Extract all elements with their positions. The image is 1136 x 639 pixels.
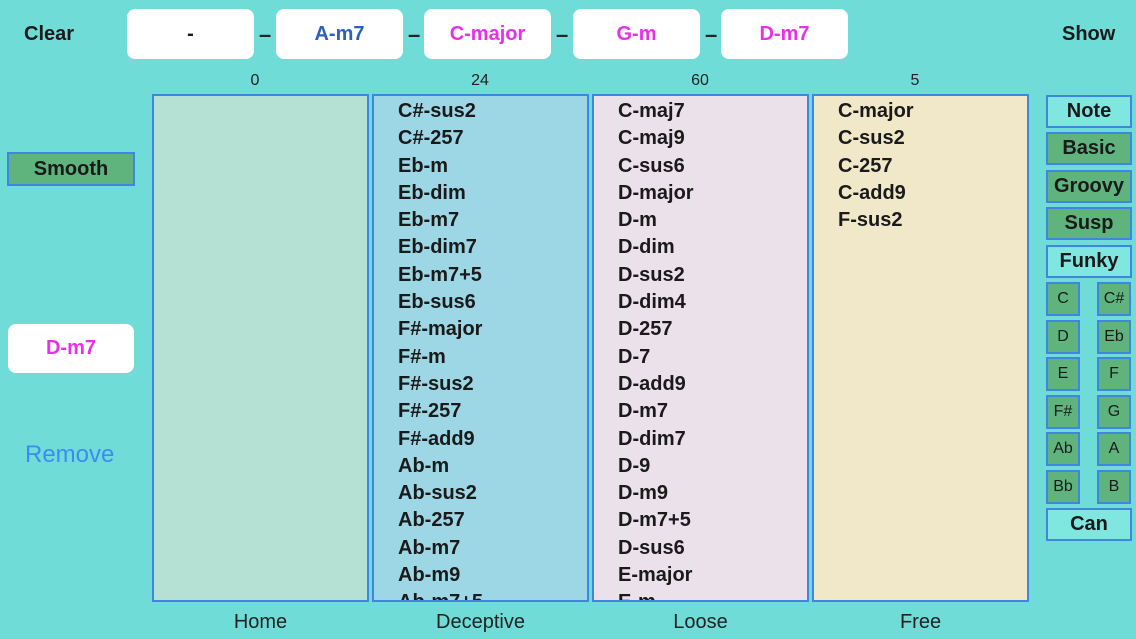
chord-list-item[interactable]: F#-sus2 xyxy=(398,372,474,395)
key-button-e[interactable]: E xyxy=(1046,357,1080,391)
free-column-label: Free xyxy=(899,611,942,633)
home-chord-list[interactable] xyxy=(152,94,369,602)
home-count: 0 xyxy=(250,72,260,89)
key-button-b[interactable]: B xyxy=(1097,470,1131,504)
chord-list-item[interactable]: C-maj9 xyxy=(618,127,685,150)
chord-list-item[interactable]: E-major xyxy=(618,564,693,587)
chord-list-item[interactable]: C-sus2 xyxy=(838,127,905,150)
chord-list-item[interactable]: D-m xyxy=(618,209,657,232)
progression-slot-4[interactable]: G-m xyxy=(573,9,700,59)
free-count: 5 xyxy=(910,72,920,89)
chord-list-item[interactable]: F#-major xyxy=(398,318,483,341)
free-chord-list[interactable]: C-major C-sus2 C-257 C-add9 F-sus2 xyxy=(812,94,1029,602)
key-button-a-flat[interactable]: Ab xyxy=(1046,432,1080,466)
progression-slot-1[interactable]: - xyxy=(127,9,254,59)
progression-separator: – xyxy=(408,22,421,47)
key-button-b-flat[interactable]: Bb xyxy=(1046,470,1080,504)
chord-list-item[interactable]: Eb-dim7 xyxy=(398,236,477,259)
chord-list-item[interactable]: C-sus6 xyxy=(618,154,685,177)
chord-list-item[interactable]: F-sus2 xyxy=(838,209,903,232)
deceptive-column-label: Deceptive xyxy=(436,611,525,633)
chord-list-item[interactable]: Eb-dim xyxy=(398,181,466,204)
chord-list-item[interactable]: D-m9 xyxy=(618,482,669,505)
chord-list-item[interactable]: D-m7+5 xyxy=(618,509,691,532)
basic-mode-button[interactable]: Basic xyxy=(1046,132,1132,165)
chord-list-item[interactable]: D-sus2 xyxy=(618,263,685,286)
loose-chord-list[interactable]: C-maj7 C-maj9 C-sus6 D-major D-m D-dim D-sus2 D… xyxy=(592,94,809,602)
clear-button[interactable]: Clear xyxy=(24,23,75,45)
chord-list-item[interactable]: Ab-m7 xyxy=(398,536,461,559)
chord-list-item[interactable]: D-9 xyxy=(618,454,651,477)
chord-list-item[interactable]: Eb-m xyxy=(398,154,448,177)
key-button-f-sharp[interactable]: F# xyxy=(1046,395,1080,429)
funky-mode-button[interactable]: Funky xyxy=(1046,245,1132,278)
key-button-c[interactable]: C xyxy=(1046,282,1080,316)
susp-mode-button[interactable]: Susp xyxy=(1046,207,1132,240)
loose-column-label: Loose xyxy=(673,611,728,633)
chord-list-item[interactable]: D-dim4 xyxy=(618,291,686,314)
chord-list-item[interactable]: D-dim7 xyxy=(618,427,686,450)
key-button-a[interactable]: A xyxy=(1097,432,1131,466)
chord-list-item[interactable]: Eb-sus6 xyxy=(398,291,476,314)
key-button-e-flat[interactable]: Eb xyxy=(1097,320,1131,354)
chord-list-item[interactable]: F#-257 xyxy=(398,400,462,423)
chord-list-item[interactable]: D-sus6 xyxy=(618,536,685,559)
progression-slot-3[interactable]: C-major xyxy=(424,9,551,59)
chord-list-item[interactable]: D-257 xyxy=(618,318,673,341)
chord-list-item[interactable]: Ab-m xyxy=(398,454,450,477)
deceptive-chord-list[interactable]: C#-sus2 C#-257 Eb-m Eb-dim Eb-m7 Eb-dim7 Eb-m7… xyxy=(372,94,589,602)
selected-chord-display[interactable]: D-m7 xyxy=(8,324,134,373)
chord-list-item[interactable]: D-major xyxy=(618,181,694,204)
progression-separator: – xyxy=(259,22,272,47)
can-button[interactable]: Can xyxy=(1046,508,1132,541)
chord-list-item[interactable]: Ab-m9 xyxy=(398,564,461,587)
progression-separator: – xyxy=(705,22,718,47)
chord-list-item[interactable]: Ab-257 xyxy=(398,509,465,532)
chord-list-item[interactable]: C-add9 xyxy=(838,181,906,204)
progression-slot-2[interactable]: A-m7 xyxy=(276,9,403,59)
chord-list-item[interactable]: Eb-m7 xyxy=(398,209,460,232)
chord-list-item[interactable]: D-add9 xyxy=(618,372,686,395)
chord-list-item[interactable]: Ab-sus2 xyxy=(398,482,477,505)
deceptive-count: 24 xyxy=(471,72,489,89)
chord-list-item[interactable]: C-maj7 xyxy=(618,100,685,122)
chord-list-item[interactable]: F#-add9 xyxy=(398,427,475,450)
chord-list-item[interactable]: D-dim xyxy=(618,236,675,259)
remove-button[interactable]: Remove xyxy=(25,441,115,468)
home-column-label: Home xyxy=(233,611,288,633)
chord-list-item[interactable]: C-257 xyxy=(838,154,893,177)
progression-separator: – xyxy=(556,22,569,47)
progression-slot-5[interactable]: D-m7 xyxy=(721,9,848,59)
note-mode-button[interactable]: Note xyxy=(1046,95,1132,128)
key-button-f[interactable]: F xyxy=(1097,357,1131,391)
chord-list-item[interactable]: D-7 xyxy=(618,345,651,368)
chord-list-item[interactable]: C#-sus2 xyxy=(398,100,476,122)
smooth-toggle[interactable]: Smooth xyxy=(7,152,135,186)
chord-list-item[interactable]: C-major xyxy=(838,100,914,122)
chord-list-item[interactable]: D-m7 xyxy=(618,400,669,423)
chord-list-item[interactable]: Eb-m7+5 xyxy=(398,263,482,286)
key-button-d[interactable]: D xyxy=(1046,320,1080,354)
loose-count: 60 xyxy=(691,72,709,89)
chord-list-item[interactable]: E-m xyxy=(618,589,807,600)
chord-list-item[interactable]: C#-257 xyxy=(398,127,464,150)
key-button-c-sharp[interactable]: C# xyxy=(1097,282,1131,316)
groovy-mode-button[interactable]: Groovy xyxy=(1046,170,1132,203)
key-button-g[interactable]: G xyxy=(1097,395,1131,429)
chord-list-item[interactable]: F#-m xyxy=(398,345,446,368)
show-button[interactable]: Show xyxy=(1062,23,1116,45)
chord-list-item[interactable]: Ab-m7+5 xyxy=(398,589,587,600)
